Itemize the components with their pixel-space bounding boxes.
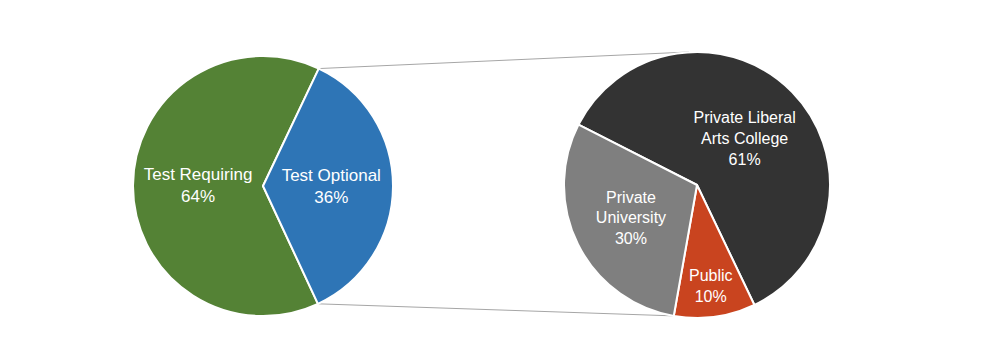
svg-text:Test Optional36%: Test Optional36%	[282, 166, 381, 207]
svg-text:Test Requiring64%: Test Requiring64%	[144, 165, 253, 206]
svg-text:Public10%: Public10%	[689, 267, 733, 305]
svg-text:Private LiberalArts College61%: Private LiberalArts College61%	[693, 109, 795, 168]
svg-text:PrivateUniversity30%: PrivateUniversity30%	[596, 189, 666, 248]
